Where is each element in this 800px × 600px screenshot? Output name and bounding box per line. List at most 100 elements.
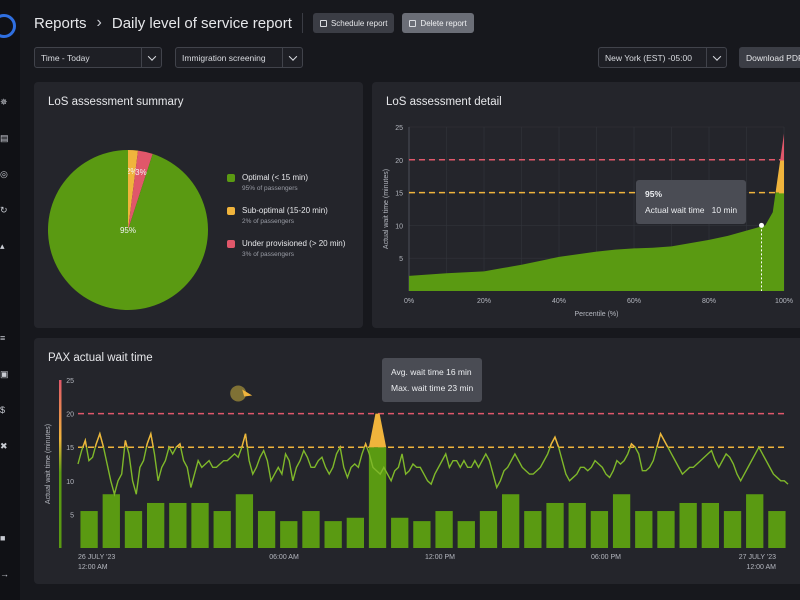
y-tick-label: 15 — [66, 445, 74, 452]
bar — [324, 521, 342, 548]
bar — [546, 502, 564, 548]
bar — [568, 502, 586, 548]
bar — [413, 521, 431, 548]
x-tick-label: 27 JULY '23 — [739, 554, 776, 561]
chevron-down-icon — [706, 48, 726, 67]
breadcrumb-reports[interactable]: Reports — [34, 14, 87, 32]
los-summary-title: LoS assessment summary — [48, 96, 184, 108]
header: Reports › Daily level of service report … — [34, 10, 474, 36]
bar — [746, 494, 764, 548]
pie-slice — [47, 150, 208, 310]
time-filter-select[interactable]: Time - Today — [34, 47, 162, 68]
y-tick-label: 15 — [395, 191, 403, 198]
x-tick-label: 40% — [552, 298, 566, 305]
x-tick-label: 12:00 PM — [425, 554, 455, 561]
lock-icon[interactable]: ■ — [0, 533, 6, 543]
people-icon[interactable]: ▴ — [0, 241, 5, 251]
los-detail-title: LoS assessment detail — [386, 96, 502, 108]
series-line-over-threshold — [82, 431, 760, 448]
bar — [723, 511, 742, 548]
y-axis-gradient-bar — [59, 380, 62, 548]
bar — [457, 521, 475, 548]
x-tick-label: 60% — [627, 298, 641, 305]
logout-icon[interactable]: → — [0, 569, 9, 579]
los-detail-card: LoS assessment detail 5 10 15 20 25 0% 20% 40% 6… — [372, 82, 800, 328]
x-tick-label: 26 JULY '23 — [78, 554, 115, 561]
area-filter-value: Immigration screening — [182, 52, 266, 63]
tooltip-label: Actual wait time — [645, 205, 705, 215]
x-tick-sublabel: 12:00 AM — [78, 564, 108, 571]
legend-sub: 3% of passengers — [242, 251, 295, 258]
bar — [768, 511, 786, 548]
bar — [435, 511, 453, 548]
bar — [612, 494, 631, 548]
logo-icon[interactable] — [0, 14, 16, 38]
bar — [102, 494, 120, 548]
tools-icon[interactable]: ✖ — [0, 441, 8, 451]
legend-sub: 95% of passengers — [242, 185, 298, 192]
dollar-icon[interactable]: $ — [0, 405, 6, 415]
chevron-down-icon — [141, 48, 161, 67]
calendar-icon — [319, 19, 327, 27]
tooltip-value: 10 min — [711, 205, 738, 215]
download-pdf-button[interactable]: Download PDF — [739, 47, 800, 68]
schedule-report-button[interactable]: Schedule report — [312, 13, 395, 33]
legend-label: Sub-optimal (15-20 min) — [242, 206, 328, 215]
bar — [80, 511, 98, 548]
share-icon[interactable]: ✵ — [0, 97, 8, 107]
delete-report-button[interactable]: Delete report — [402, 13, 474, 33]
los-summary-pie-chart: 2%3% 95% — [47, 150, 208, 310]
bar — [213, 511, 231, 548]
refresh-icon[interactable]: ↻ — [0, 205, 8, 215]
x-tick-label: 80% — [702, 298, 716, 305]
bar — [657, 511, 675, 548]
y-tick-label: 20 — [395, 158, 403, 165]
y-tick-label: 20 — [66, 412, 74, 419]
bar — [391, 517, 409, 548]
area-filter-select[interactable]: Immigration screening — [175, 47, 303, 68]
bar — [191, 502, 209, 548]
pax-title: PAX actual wait time — [48, 352, 153, 364]
bar — [302, 511, 320, 548]
x-tick-label: 20% — [477, 298, 491, 305]
x-tick-label: 100% — [775, 298, 793, 305]
pie-slice — [128, 150, 139, 230]
series-line — [77, 431, 789, 497]
x-tick-sublabel: 12:00 AM — [746, 564, 776, 571]
tooltip-row: Actual wait time 10 min — [645, 202, 737, 218]
tooltip-percentile: 95% — [645, 189, 663, 199]
timezone-select[interactable]: New York (EST) -05:00 — [598, 47, 727, 68]
pax-tooltip: Avg. wait time 16 min Max. wait time 23 … — [382, 358, 483, 402]
camera-icon[interactable]: ▣ — [0, 369, 9, 379]
pax-bar-line-chart: Actual wait time (minutes) 5 10 15 20 25 26 JU… — [45, 378, 789, 571]
x-axis-label: Percentile (%) — [575, 311, 619, 318]
los-summary-card: LoS assessment summary 2% 3% 95% Optimal (… — [34, 82, 363, 328]
bar — [169, 502, 187, 548]
tooltip-avg: Avg. wait time 16 min — [391, 367, 472, 377]
schedule-report-label: Schedule report — [330, 18, 388, 28]
chevron-down-icon — [282, 48, 302, 67]
bar — [479, 511, 498, 548]
bar — [679, 502, 697, 548]
bar — [701, 502, 719, 548]
bar — [257, 511, 276, 548]
y-tick-label: 5 — [399, 256, 403, 263]
legend-swatch — [227, 174, 235, 182]
delete-report-label: Delete report — [420, 18, 467, 28]
x-tick-label: 06:00 AM — [269, 554, 299, 561]
bar — [235, 494, 254, 548]
y-axis-label: Actual wait time (minutes) — [45, 424, 52, 504]
list-icon[interactable]: ≡ — [0, 333, 6, 343]
legend-label: Optimal (< 15 min) — [242, 173, 309, 182]
target-icon[interactable]: ◎ — [0, 169, 8, 179]
bar — [502, 494, 520, 548]
x-tick-label: 0% — [404, 298, 414, 305]
legend-sub: 2% of passengers — [242, 218, 295, 225]
pax-card: PAX actual wait time Actual wait time (m… — [34, 338, 800, 584]
y-tick-label: 5 — [70, 512, 74, 519]
document-icon[interactable]: ▤ — [0, 133, 9, 143]
bar — [147, 502, 165, 548]
pie-slice-label: 95% — [120, 226, 136, 235]
timezone-value: New York (EST) -05:00 — [605, 52, 692, 63]
marker-point — [759, 222, 764, 228]
